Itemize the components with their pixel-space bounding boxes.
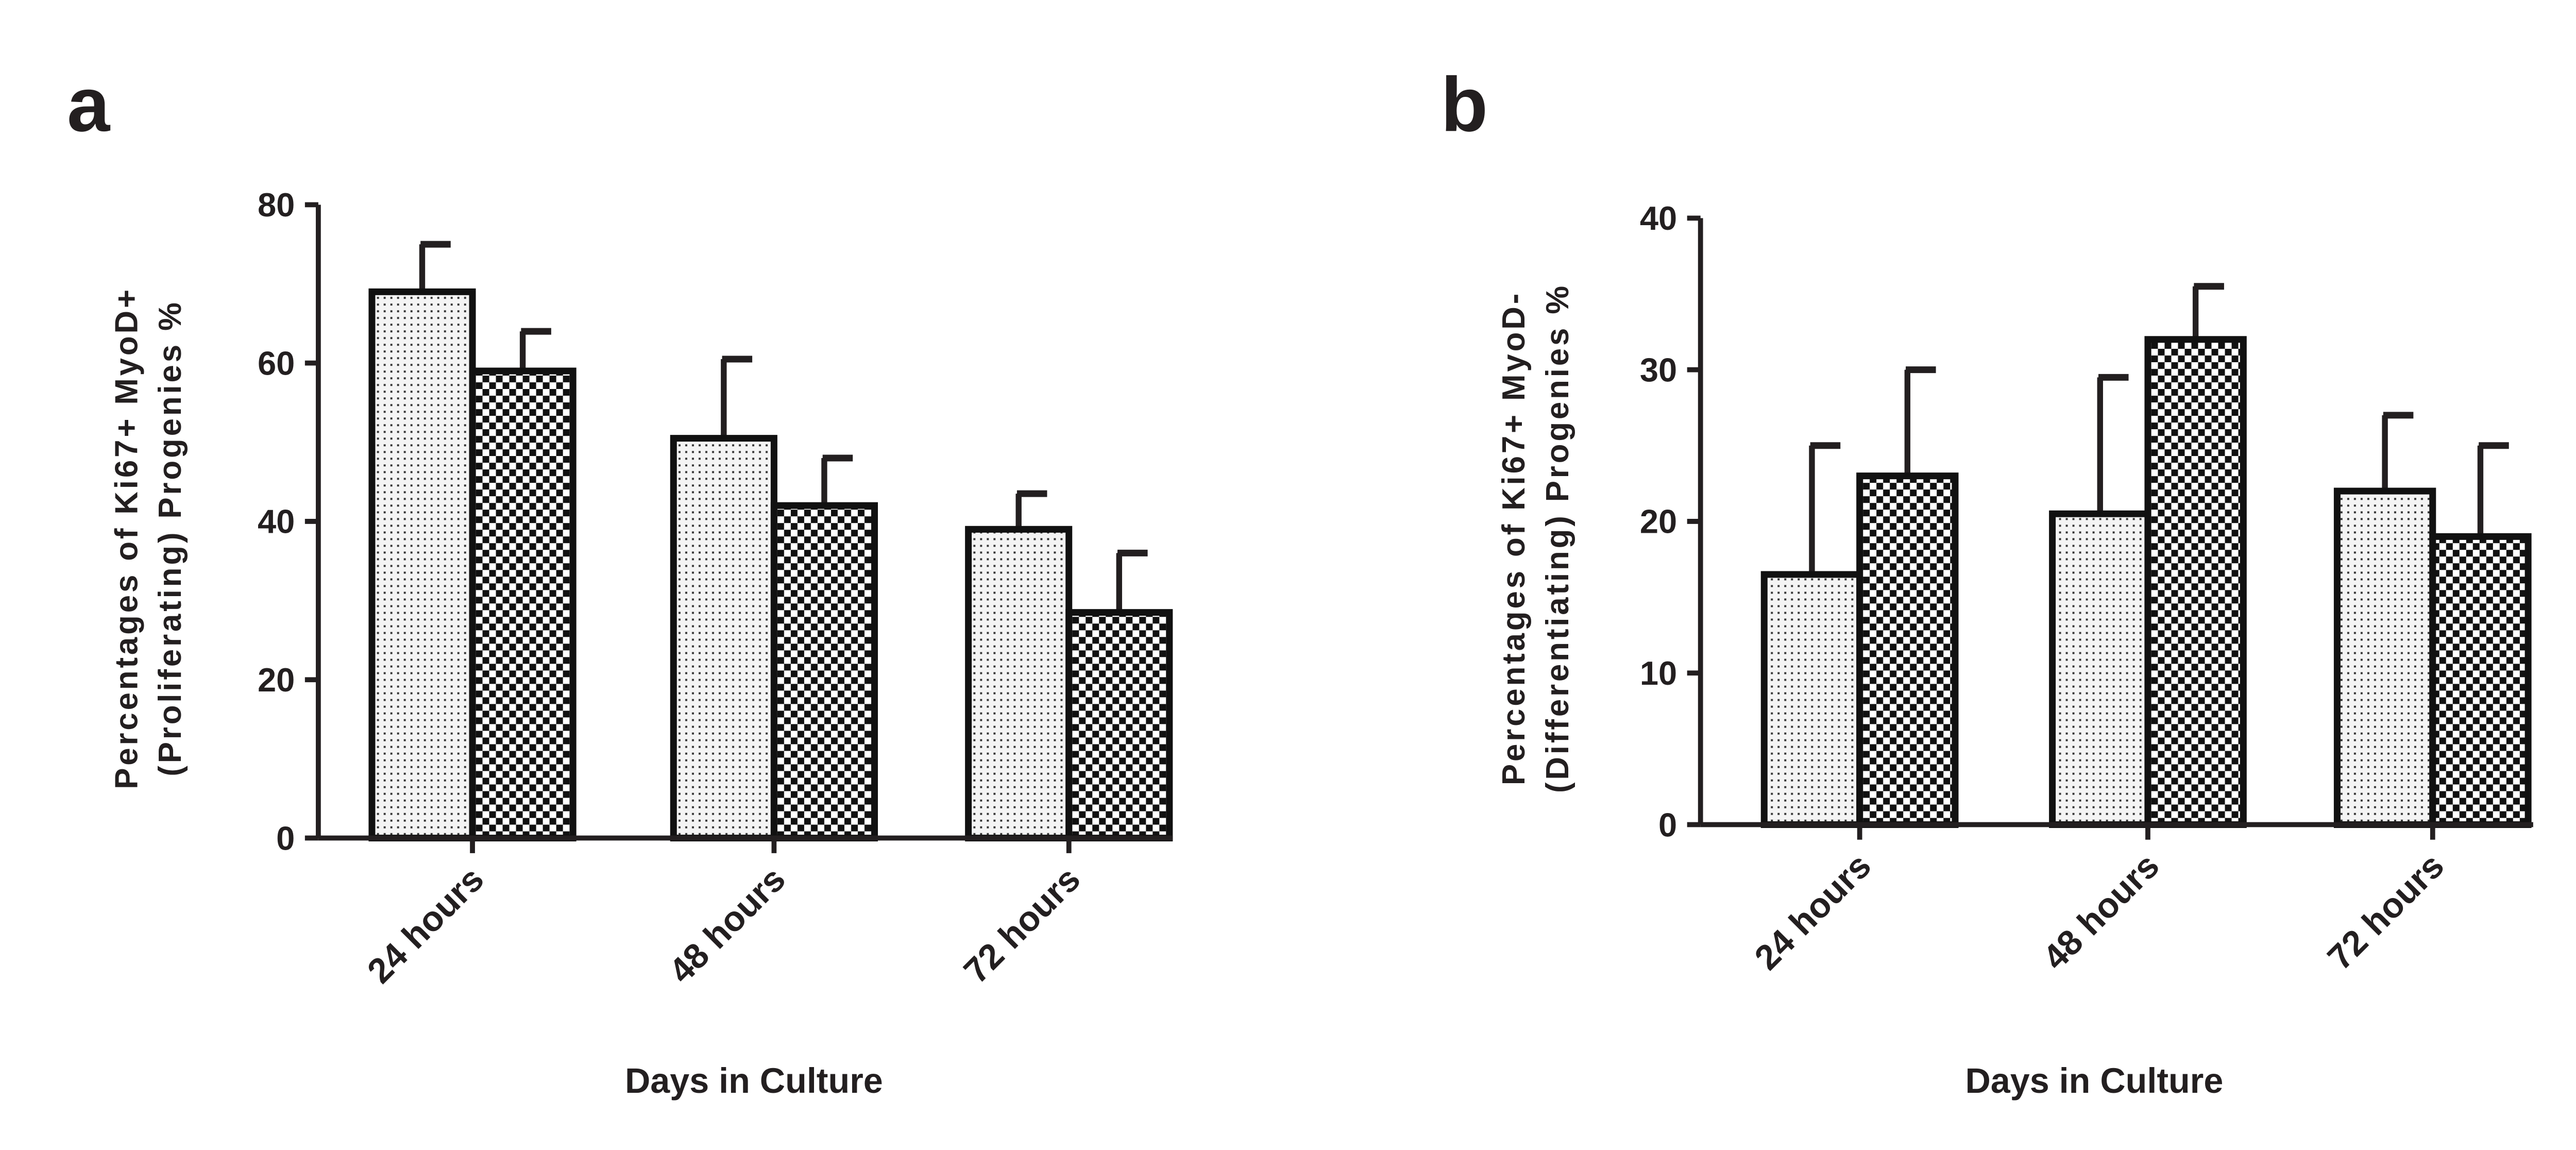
- bar-dotted-72-hours: [965, 526, 1073, 842]
- x-axis-label: Days in Culture: [1965, 1061, 2223, 1101]
- y-tick-label: 20: [258, 661, 295, 699]
- bar-dotted-24-hours: [1760, 571, 1863, 828]
- y-tick-label: 40: [1640, 199, 1677, 237]
- x-tick-label: 24 hours: [1747, 846, 1878, 977]
- y-tick-label: 10: [1640, 654, 1677, 692]
- y-axis-label: Percentages of Ki67+ MyoD+: [109, 287, 145, 789]
- y-tick-label: 0: [1658, 806, 1677, 843]
- bar-checkered-72-hours: [1065, 609, 1173, 842]
- y-axis-label: (Differentiating) Progenies %: [1540, 283, 1575, 793]
- x-tick-label: 48 hours: [662, 859, 793, 991]
- y-axis-label: Percentages of Ki67+ MyoD-: [1496, 291, 1532, 785]
- x-tick-label: 24 hours: [360, 859, 492, 991]
- panel-b-chart: b 0 10 20 30 40 24 hours 48 hours 72 hours Percen…: [1441, 61, 2533, 1101]
- x-axis-label: Days in Culture: [625, 1061, 883, 1101]
- bar-dotted-72-hours: [2333, 487, 2436, 828]
- panel-a-chart: a 0 20 40 60 80 24 hours 48 hours 72 hours Percen…: [67, 61, 1173, 1101]
- bar-checkered-24-hours: [469, 367, 577, 842]
- bar-dotted-24-hours: [368, 288, 476, 842]
- panel-label: a: [67, 61, 111, 147]
- x-tick-label: 72 hours: [956, 859, 1088, 991]
- bar-checkered-24-hours: [1856, 472, 1959, 828]
- bar-dotted-48-hours: [670, 435, 777, 842]
- x-tick-label: 48 hours: [2036, 846, 2167, 977]
- bar-checkered-72-hours: [2429, 533, 2532, 828]
- y-axis-label: (Proliferating) Progenies %: [152, 300, 188, 776]
- y-tick-label: 20: [1640, 503, 1677, 540]
- panel-label: b: [1441, 61, 1488, 147]
- y-tick-label: 60: [258, 344, 295, 382]
- y-tick-label: 0: [276, 819, 295, 857]
- bar-checkered-48-hours: [770, 502, 878, 842]
- y-tick-label: 30: [1640, 351, 1677, 388]
- y-tick-label: 80: [258, 186, 295, 224]
- x-tick-label: 72 hours: [2320, 846, 2451, 977]
- bar-checkered-48-hours: [2144, 336, 2247, 828]
- bar-dotted-48-hours: [2049, 510, 2151, 828]
- y-tick-label: 40: [258, 503, 295, 540]
